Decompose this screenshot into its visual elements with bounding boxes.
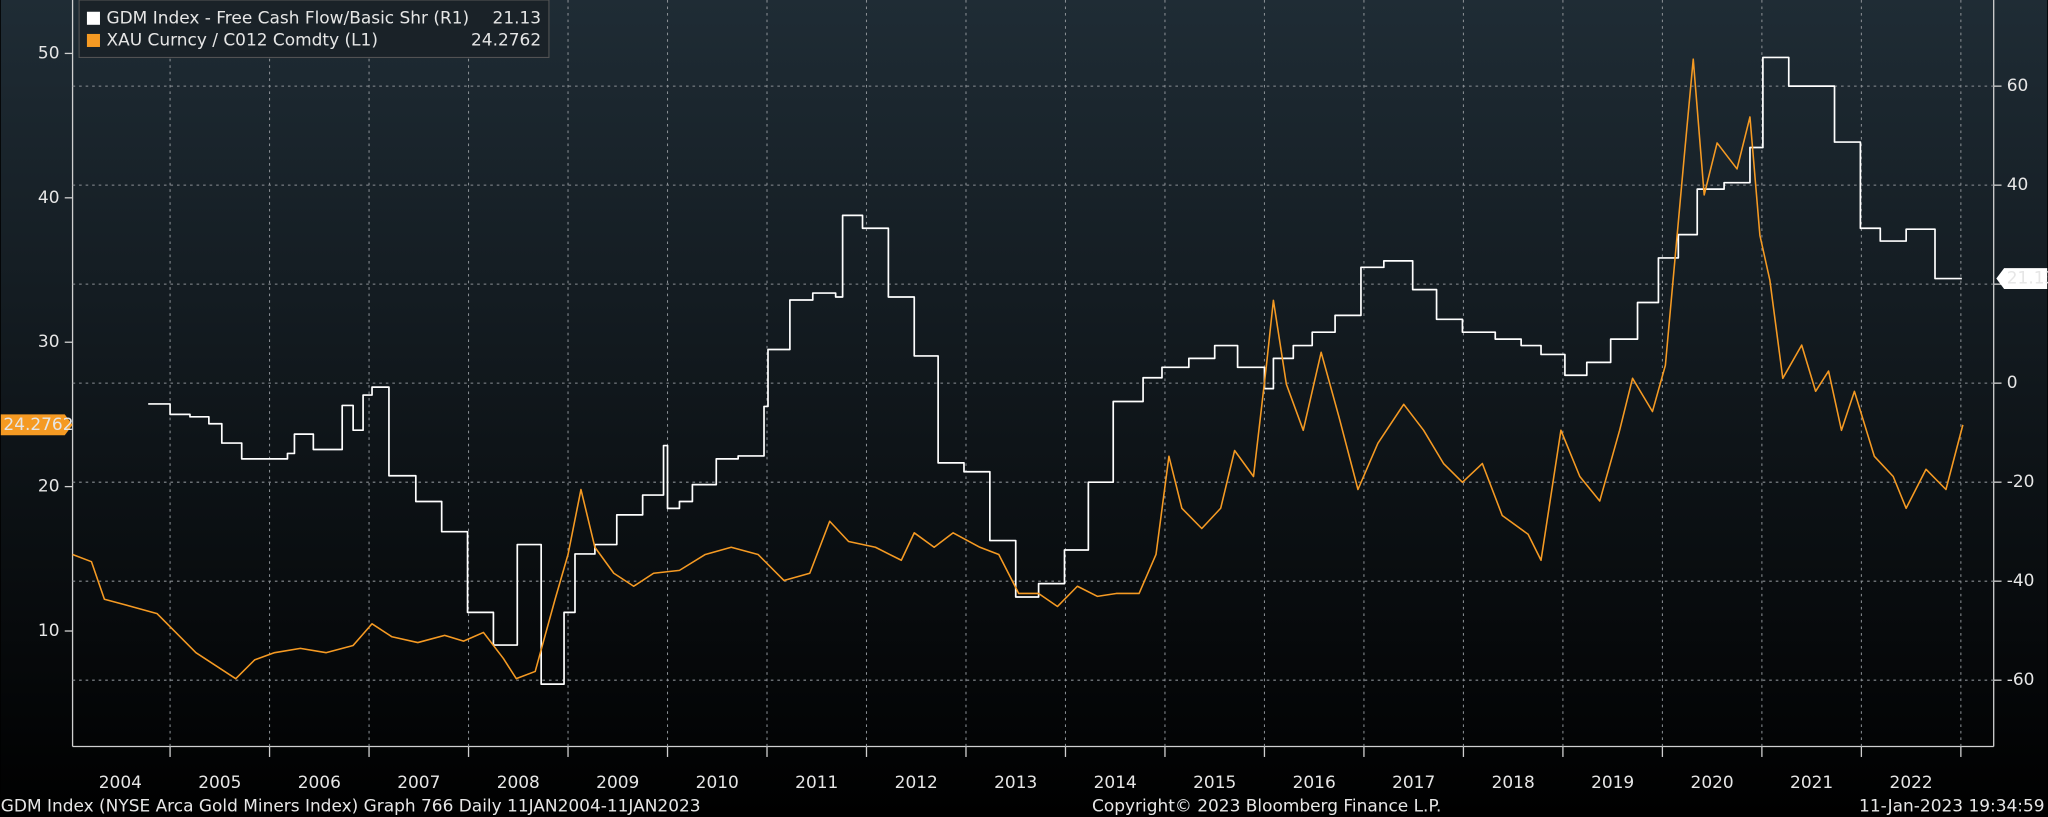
y2-tick-label: -40 xyxy=(2007,570,2035,590)
x-tick-label: 2009 xyxy=(596,772,639,792)
legend-value: 24.2762 xyxy=(471,29,541,49)
last-value-label: 24.2762 xyxy=(3,414,73,434)
x-tick-label: 2016 xyxy=(1293,772,1336,792)
x-tick-label: 2017 xyxy=(1392,772,1435,792)
x-tick-label: 2008 xyxy=(497,772,540,792)
y-tick-label: 10 xyxy=(38,620,60,640)
x-tick-label: 2006 xyxy=(298,772,341,792)
legend-swatch xyxy=(86,33,100,47)
y-tick-label: 40 xyxy=(38,187,60,207)
series-line xyxy=(148,56,1962,685)
x-tick-label: 2015 xyxy=(1193,772,1236,792)
y-tick-label: 20 xyxy=(38,476,60,496)
x-tick-label: 2020 xyxy=(1691,772,1734,792)
footer-left: GDM Index (NYSE Arca Gold Miners Index) … xyxy=(1,796,701,816)
x-tick-label: 2007 xyxy=(397,772,440,792)
legend-label: GDM Index - Free Cash Flow/Basic Shr (R1… xyxy=(107,7,470,27)
x-tick-label: 2005 xyxy=(198,772,241,792)
x-tick-label: 2022 xyxy=(1890,772,1933,792)
x-tick-label: 2010 xyxy=(696,772,739,792)
x-tick-label: 2014 xyxy=(1094,772,1137,792)
x-tick-label: 2012 xyxy=(895,772,938,792)
legend-swatch xyxy=(86,11,100,25)
x-tick-label: 2013 xyxy=(994,772,1037,792)
legend-label: XAU Curncy / C012 Comdty (L1) xyxy=(107,29,378,49)
last-value-tag xyxy=(0,414,73,436)
x-tick-label: 2018 xyxy=(1492,772,1535,792)
x-tick-label: 2019 xyxy=(1591,772,1634,792)
legend-box xyxy=(78,0,550,58)
series-line xyxy=(72,58,1964,680)
x-tick-label: 2004 xyxy=(99,772,142,792)
y-tick-label: 30 xyxy=(38,331,60,351)
y2-tick-label: 40 xyxy=(2007,174,2029,194)
x-tick-label: 2011 xyxy=(795,772,838,792)
y-tick-label: 50 xyxy=(38,42,60,62)
y2-tick-label: 0 xyxy=(2007,372,2018,392)
y2-tick-label: -60 xyxy=(2007,669,2035,689)
x-tick-label: 2021 xyxy=(1790,772,1833,792)
y2-tick-label: 60 xyxy=(2007,75,2029,95)
last-value-tag xyxy=(1996,268,2048,290)
y2-tick-label: -20 xyxy=(2007,471,2035,491)
footer-right: 11-Jan-2023 19:34:59 xyxy=(1859,796,2045,816)
footer-center: Copyright© 2023 Bloomberg Finance L.P. xyxy=(1092,796,1441,816)
last-value-label: 21.13 xyxy=(2007,268,2048,288)
legend-value: 21.13 xyxy=(493,7,542,27)
